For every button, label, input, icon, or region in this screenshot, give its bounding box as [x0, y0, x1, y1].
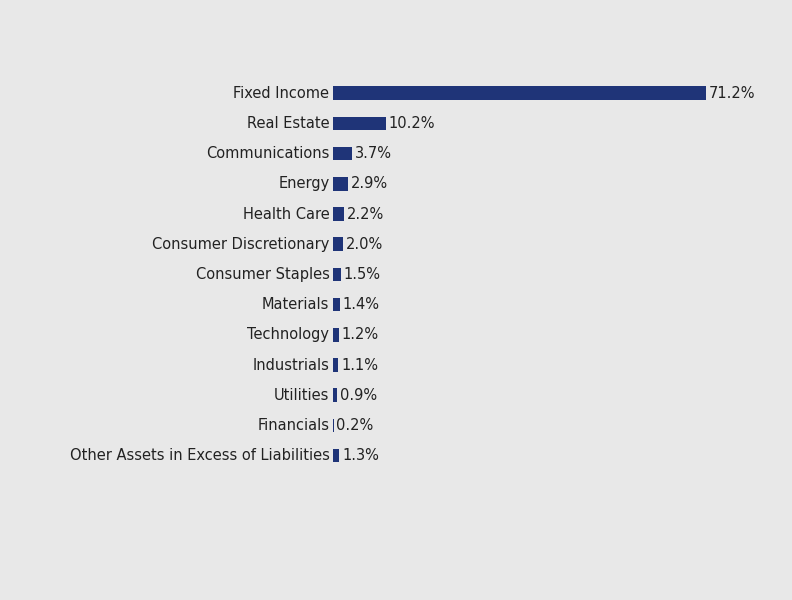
Text: 2.9%: 2.9% [351, 176, 387, 191]
Text: 1.2%: 1.2% [341, 328, 379, 343]
Text: Materials: Materials [262, 297, 329, 312]
Bar [333, 449, 340, 463]
Text: Utilities: Utilities [274, 388, 329, 403]
Text: 0.2%: 0.2% [337, 418, 374, 433]
Text: Technology: Technology [247, 328, 329, 343]
Bar [333, 298, 340, 311]
Bar [333, 116, 386, 130]
Text: 1.4%: 1.4% [343, 297, 379, 312]
Text: 1.5%: 1.5% [343, 267, 380, 282]
Text: 10.2%: 10.2% [389, 116, 436, 131]
Text: Fixed Income: Fixed Income [234, 86, 329, 101]
Text: Health Care: Health Care [242, 206, 329, 221]
Text: Industrials: Industrials [253, 358, 329, 373]
Text: Consumer Staples: Consumer Staples [196, 267, 329, 282]
Bar [333, 147, 352, 160]
Text: 3.7%: 3.7% [355, 146, 392, 161]
Text: Energy: Energy [278, 176, 329, 191]
Bar [333, 207, 345, 221]
Text: Real Estate: Real Estate [247, 116, 329, 131]
Text: 2.2%: 2.2% [347, 206, 384, 221]
Text: 0.9%: 0.9% [340, 388, 377, 403]
Text: 2.0%: 2.0% [346, 237, 383, 252]
Text: 71.2%: 71.2% [709, 86, 756, 101]
Bar [333, 268, 341, 281]
Text: Consumer Discretionary: Consumer Discretionary [152, 237, 329, 252]
Text: Other Assets in Excess of Liabilities: Other Assets in Excess of Liabilities [70, 448, 329, 463]
Text: Financials: Financials [257, 418, 329, 433]
Text: 1.1%: 1.1% [341, 358, 378, 373]
Bar [333, 238, 343, 251]
Bar [333, 388, 337, 402]
Text: Communications: Communications [206, 146, 329, 161]
Bar [333, 86, 706, 100]
Bar [333, 358, 338, 372]
Text: 1.3%: 1.3% [342, 448, 379, 463]
Bar [333, 177, 348, 191]
Bar [333, 328, 339, 341]
